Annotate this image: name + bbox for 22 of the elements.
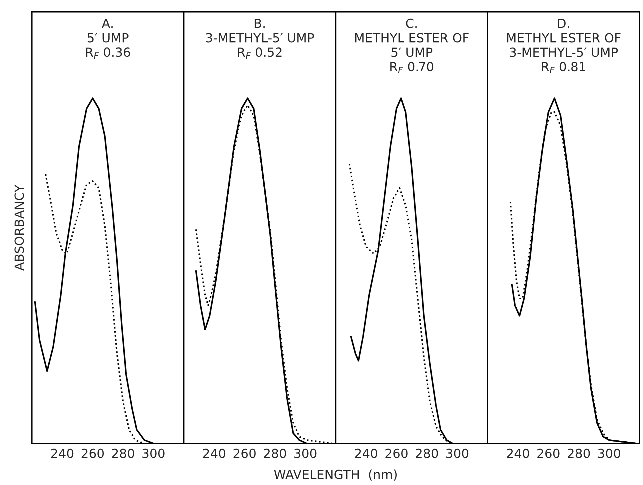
y-axis-title: ABSORBANCY — [14, 184, 24, 271]
chart-title: A. 5′ UMP R$_{F}$ 0.36 — [86, 18, 130, 59]
x-tick-label: 240 — [355, 448, 378, 458]
x-tick-label: 240 — [203, 448, 226, 458]
x-tick-label: 300 — [294, 448, 317, 458]
x-tick-label: 260 — [386, 448, 408, 458]
x-tick-label: 300 — [142, 448, 165, 458]
x-axis-title: WAVELENGTH (nm) — [274, 470, 397, 481]
x-tick-label: 280 — [568, 448, 590, 458]
x-tick-label: 280 — [264, 448, 286, 458]
x-tick-label: 240 — [52, 448, 74, 458]
x-tick-label: 300 — [598, 448, 620, 458]
x-tick-label: 260 — [82, 448, 104, 458]
x-tick-label: 280 — [112, 448, 134, 458]
x-tick-label: 260 — [234, 448, 256, 458]
chart-title: B. 3-METHYL-5′ UMP R$_{F}$ 0.52 — [206, 18, 314, 59]
chart-title: C. METHYL ESTER OF 5′ UMP R$_{F}$ 0.70 — [355, 18, 469, 74]
x-tick-label: 260 — [538, 448, 560, 458]
x-tick-label: 300 — [446, 448, 469, 458]
chart-title: D. METHYL ESTER OF 3-METHYL-5′ UMP R$_{F}$ 0.81 — [507, 18, 621, 74]
x-tick-label: 240 — [507, 448, 530, 458]
x-tick-label: 280 — [416, 448, 438, 458]
